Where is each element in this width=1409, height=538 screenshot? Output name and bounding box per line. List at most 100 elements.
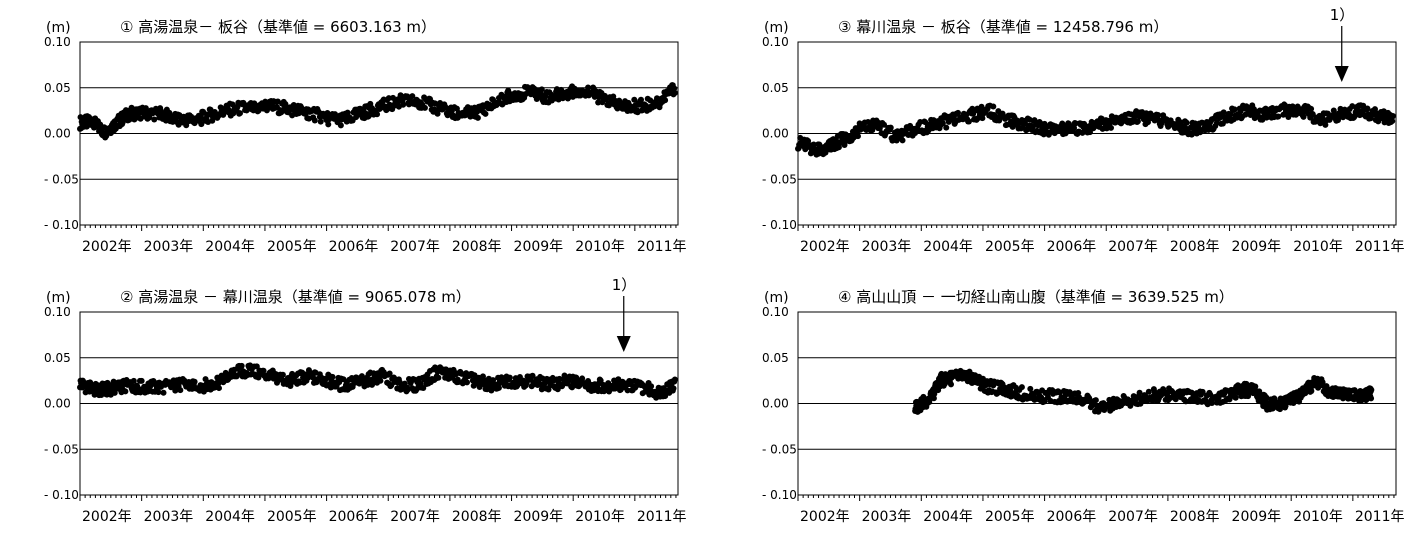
- chart-title: ② 高湯温泉 － 幕川温泉（基準値 = 9065.078 m）: [120, 288, 471, 306]
- x-tick-label: 2009年: [514, 509, 564, 525]
- y-tick-label: 0.00: [762, 397, 789, 411]
- data-point: [160, 389, 167, 396]
- x-tick-label: 2002年: [800, 239, 850, 255]
- x-tick-label: 2003年: [862, 239, 912, 255]
- data-point: [311, 117, 318, 124]
- y-tick-label: - 0.05: [762, 442, 797, 456]
- chart-panel-1: 0.10 0.05 0.00 - 0.05 - 0.10 (m) ① 高湯温泉－ 板谷（基準…: [44, 18, 686, 255]
- y-tick-label: 0.10: [762, 35, 789, 49]
- data-point: [1183, 119, 1190, 126]
- data-point: [1208, 400, 1215, 407]
- data-point: [1155, 111, 1162, 118]
- data-point: [337, 122, 344, 129]
- data-point: [490, 377, 497, 384]
- data-point: [810, 141, 817, 148]
- y-axis-label: (m): [764, 20, 789, 36]
- chart-title: ① 高湯温泉－ 板谷（基準値 = 6603.163 m）: [120, 18, 436, 36]
- data-point: [191, 378, 198, 385]
- data-point: [1136, 389, 1143, 396]
- data-point: [662, 97, 669, 104]
- data-point: [1145, 119, 1152, 126]
- data-point: [420, 384, 427, 391]
- data-point: [479, 373, 486, 380]
- data-point: [329, 373, 336, 380]
- data-point: [374, 111, 381, 118]
- data-point: [325, 121, 332, 128]
- data-point: [1308, 387, 1315, 394]
- data-point: [854, 133, 861, 140]
- x-tick-label: 2005年: [985, 509, 1035, 525]
- data-point: [671, 89, 678, 96]
- data-point: [1308, 105, 1315, 112]
- x-tick-label: 2010年: [575, 239, 625, 255]
- data-point: [670, 385, 677, 392]
- data-point: [556, 375, 563, 382]
- data-point: [997, 385, 1004, 392]
- x-tick-label: 2011年: [1355, 239, 1405, 255]
- data-point: [1134, 118, 1141, 125]
- x-tick-label: 2009年: [1232, 509, 1282, 525]
- x-tick-label: 2011年: [637, 239, 687, 255]
- y-tick-label: 0.00: [44, 127, 71, 141]
- y-tick-label: - 0.10: [44, 488, 79, 502]
- data-point: [130, 377, 137, 384]
- data-point: [215, 385, 222, 392]
- data-point: [138, 377, 145, 384]
- x-tick-label: 2002年: [82, 239, 132, 255]
- data-point: [434, 110, 441, 117]
- data-point: [579, 375, 586, 382]
- y-tick-label: 0.05: [44, 351, 71, 365]
- annotation-arrow-head: [616, 336, 631, 352]
- annotation-label: 1）: [1330, 6, 1355, 24]
- data-point: [279, 371, 286, 378]
- x-tick-label: 2010年: [575, 509, 625, 525]
- chart-title: ③ 幕川温泉 － 板谷（基準値 = 12458.796 m）: [838, 18, 1168, 36]
- x-tick-label: 2008年: [452, 239, 502, 255]
- data-point: [358, 373, 365, 380]
- data-point: [631, 96, 638, 103]
- data-point: [377, 377, 384, 384]
- data-point: [463, 379, 470, 386]
- data-point: [400, 101, 407, 108]
- y-tick-label: - 0.05: [762, 172, 797, 186]
- data-point: [881, 121, 888, 128]
- x-tick-label: 2004年: [923, 239, 973, 255]
- x-tick-label: 2004年: [923, 509, 973, 525]
- data-point: [482, 110, 489, 117]
- y-axis-label: (m): [46, 290, 71, 306]
- data-point: [409, 93, 416, 100]
- annotation-arrow-head: [1334, 66, 1349, 82]
- chart-panel-4: 0.10 0.05 0.00 - 0.05 - 0.10 (m) ④ 高山山頂 － 一切経山…: [762, 288, 1404, 525]
- x-tick-label: 2007年: [1108, 239, 1158, 255]
- x-tick-label: 2003年: [144, 509, 194, 525]
- x-tick-label: 2005年: [267, 509, 317, 525]
- data-point: [1145, 388, 1152, 395]
- x-tick-label: 2007年: [390, 239, 440, 255]
- data-point: [386, 370, 393, 377]
- data-point: [638, 96, 645, 103]
- data-point: [887, 124, 894, 131]
- x-tick-label: 2002年: [82, 509, 132, 525]
- data-point: [287, 383, 294, 390]
- data-point: [1285, 113, 1292, 120]
- data-point: [260, 367, 267, 374]
- data-point: [671, 85, 678, 92]
- data-point: [939, 120, 946, 127]
- y-tick-label: 0.05: [762, 351, 789, 365]
- x-tick-label: 2004年: [205, 509, 255, 525]
- data-point: [1247, 112, 1254, 119]
- data-point: [1027, 385, 1034, 392]
- y-tick-label: - 0.10: [762, 488, 797, 502]
- data-point: [585, 84, 592, 91]
- x-tick-label: 2004年: [205, 239, 255, 255]
- data-point: [1322, 121, 1329, 128]
- x-tick-label: 2010年: [1293, 509, 1343, 525]
- data-point: [948, 381, 955, 388]
- data-point: [1300, 113, 1307, 120]
- data-point: [421, 104, 428, 111]
- data-point: [597, 377, 604, 384]
- data-point: [1072, 120, 1079, 127]
- data-point: [1199, 388, 1206, 395]
- data-point: [155, 389, 162, 396]
- data-point: [1220, 109, 1227, 116]
